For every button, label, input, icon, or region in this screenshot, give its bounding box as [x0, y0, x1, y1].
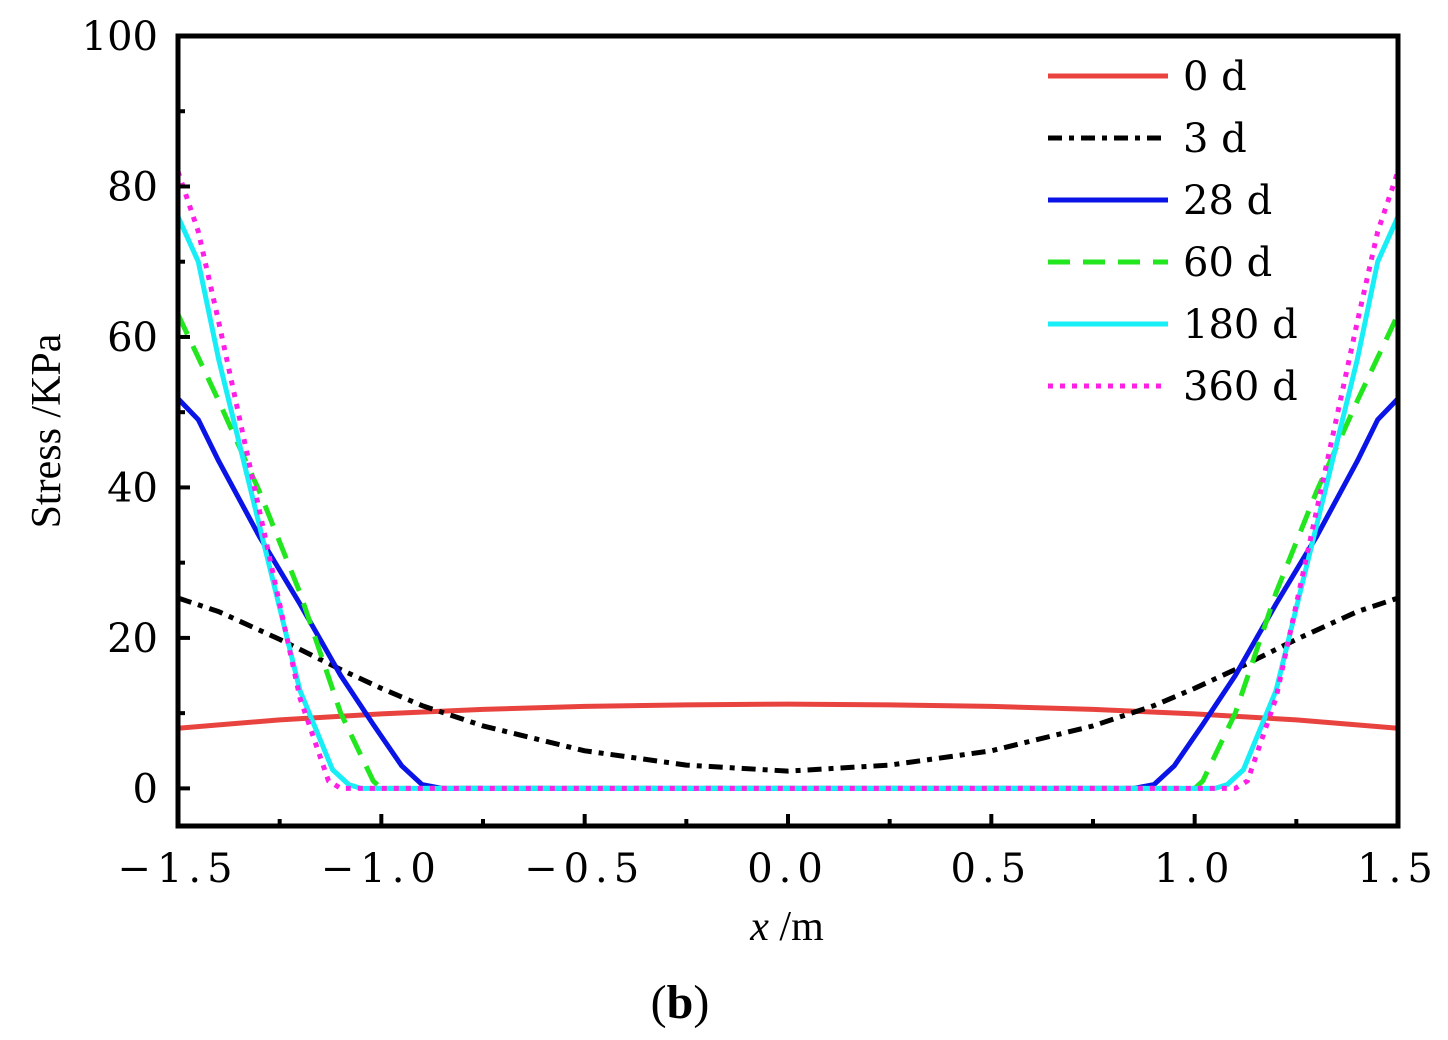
- ticks-layer: −1.5 −1.0 −0.5 0.0 0.5 1.0 1.5 0 20 40 60 80 100: [82, 14, 1439, 892]
- series-line-180d: [178, 215, 1398, 791]
- panel-label: (b): [651, 976, 710, 1029]
- y-tick-label: 0: [133, 766, 158, 812]
- y-tick-label: 80: [107, 164, 158, 210]
- series-line-28d: [178, 396, 1398, 791]
- y-tick-label: 60: [107, 315, 158, 361]
- x-tick-label: 1.5: [1357, 846, 1439, 892]
- x-tick-label: 0.5: [951, 846, 1033, 892]
- x-axis-unit: /m: [769, 904, 824, 950]
- series-line-3d: [178, 595, 1398, 774]
- x-tick-label: 0.0: [747, 846, 829, 892]
- legend-label-28d: 28 d: [1183, 178, 1272, 224]
- x-axis-label: x /m: [749, 904, 824, 950]
- series-layer: [178, 170, 1398, 791]
- y-tick-label: 20: [107, 616, 158, 662]
- x-tick-label: 1.0: [1154, 846, 1236, 892]
- x-tick-label: −0.5: [524, 846, 645, 892]
- x-tick-label: −1.5: [117, 846, 238, 892]
- legend-label-60d: 60 d: [1183, 240, 1272, 286]
- x-tick-label: −1.0: [321, 846, 442, 892]
- legend-label-180d: 180 d: [1183, 302, 1298, 348]
- series-line-0d: [178, 701, 1398, 731]
- y-tick-label: 100: [82, 14, 158, 60]
- legend-label-0d: 0 d: [1183, 54, 1247, 100]
- y-tick-label: 40: [107, 465, 158, 511]
- x-axis-variable: x: [749, 904, 769, 950]
- legend: 0 d 3 d 28 d 60 d 180 d 360 d: [1048, 54, 1298, 410]
- legend-label-360d: 360 d: [1183, 364, 1298, 410]
- legend-label-3d: 3 d: [1183, 116, 1247, 162]
- series-line-360d: [178, 170, 1398, 791]
- y-axis-label: Stress /KPa: [24, 333, 70, 528]
